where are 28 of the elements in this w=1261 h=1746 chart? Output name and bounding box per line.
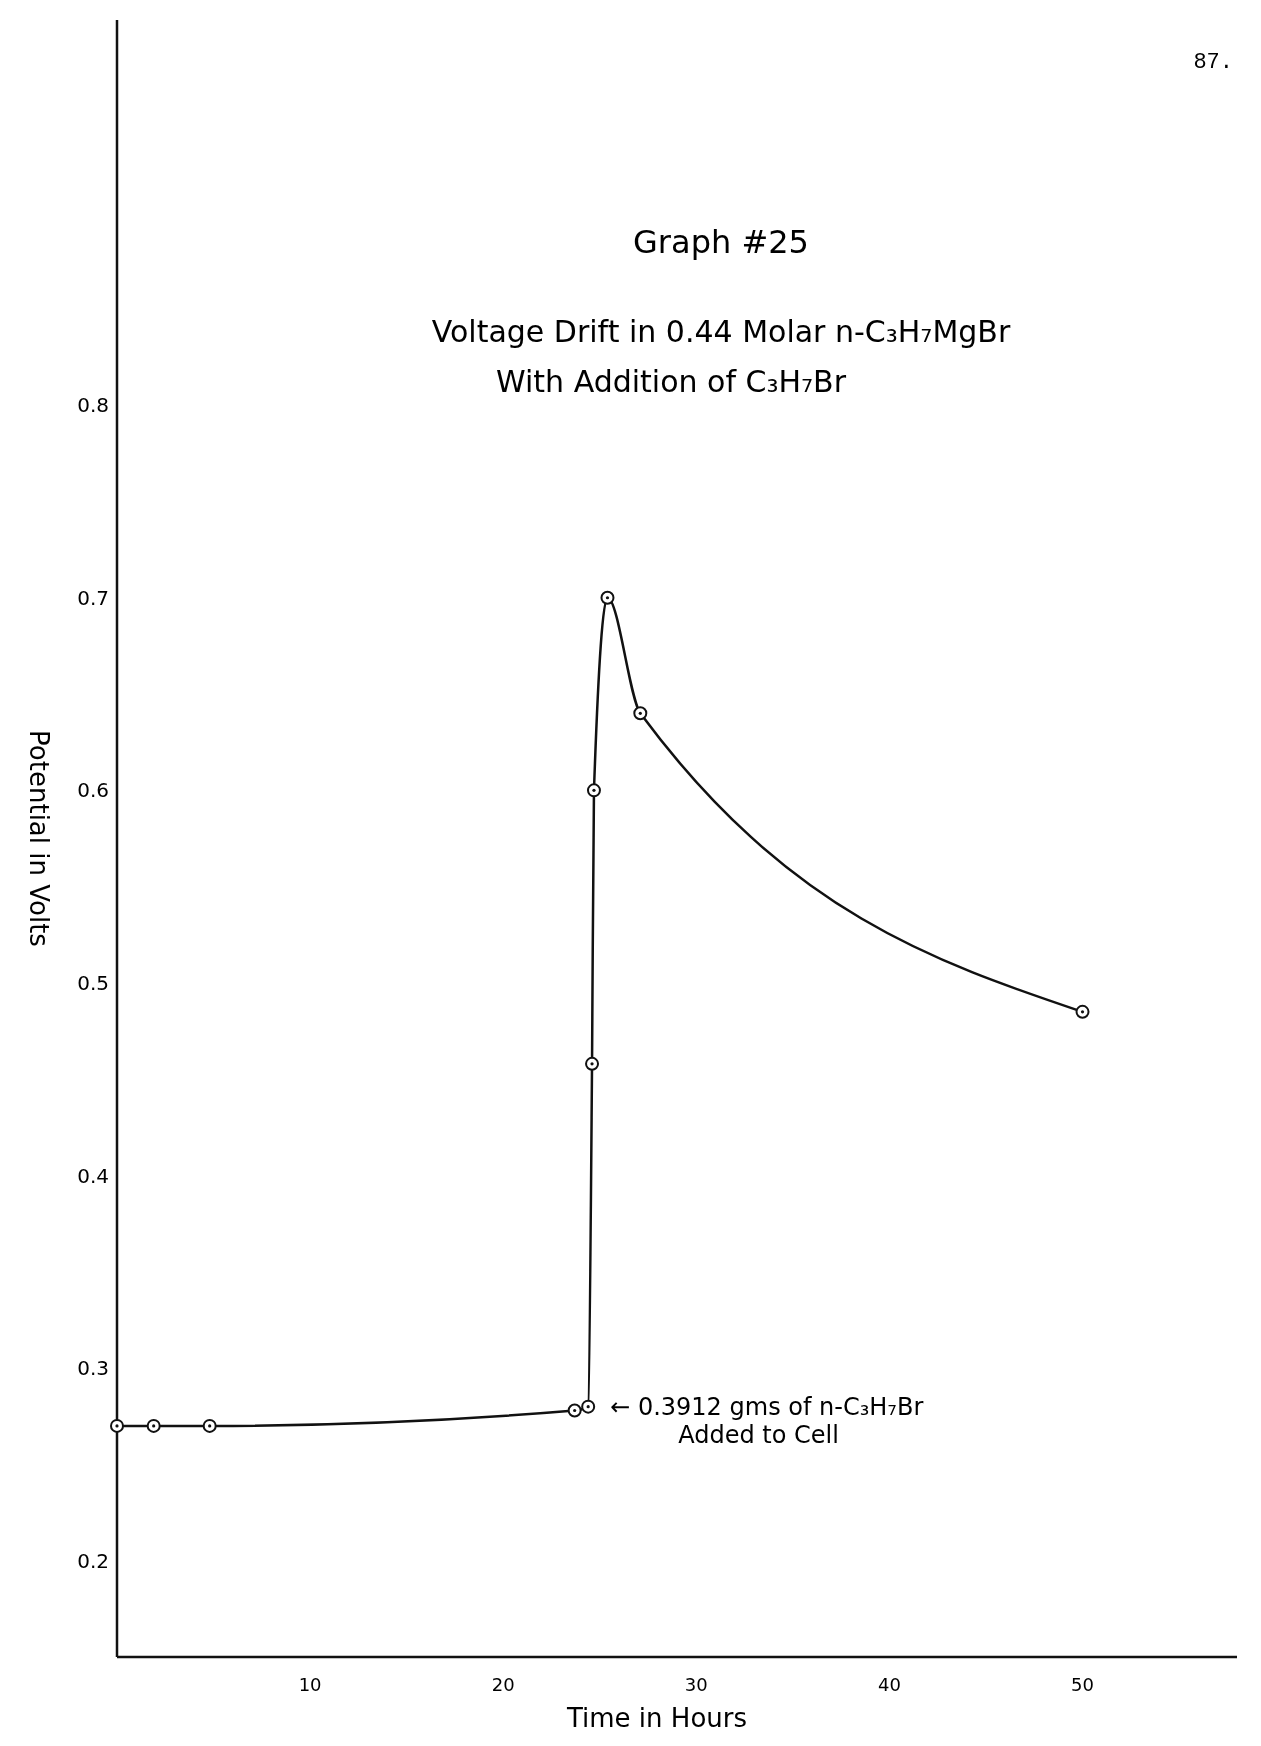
x-tick-label: 30 (684, 1674, 708, 1695)
point (586, 783, 601, 798)
x-tick-label: 10 (298, 1674, 322, 1695)
point (600, 590, 615, 605)
text: Graph #25 (633, 223, 809, 261)
point (110, 1418, 124, 1433)
x-tick-label: 20 (491, 1674, 515, 1695)
x-tick-label: 40 (877, 1674, 901, 1695)
point (633, 706, 648, 721)
point (585, 1056, 600, 1071)
y-tick-label: 0.3 (77, 1356, 109, 1381)
y-tick-label: 0.7 (77, 585, 109, 610)
point (146, 1418, 161, 1433)
point (567, 1403, 582, 1418)
y-tick-label: 0.2 (77, 1548, 109, 1573)
y-tick-label: 0.8 (77, 393, 109, 418)
y-tick-label: 0.6 (77, 778, 109, 803)
point (581, 1399, 596, 1414)
y-tick-label: 0.4 (77, 1163, 109, 1188)
x-tick-label: 50 (1071, 1674, 1094, 1695)
annotation: ← 0.3912 gms of n-C₃H₇Br Added to Cell (610, 1392, 924, 1449)
y-tick-label: 0.5 (77, 970, 109, 995)
point (202, 1418, 217, 1433)
point (1075, 1004, 1090, 1019)
y-axis-title: Potential in Volts (24, 730, 54, 947)
text: Voltage Drift in 0.44 Molar n-C₃H₇MgBr With Addition of C₃H₇Br (431, 314, 1011, 399)
annotation: 87. (1193, 50, 1233, 75)
x-axis-title: Time in Hours (565, 1703, 748, 1733)
